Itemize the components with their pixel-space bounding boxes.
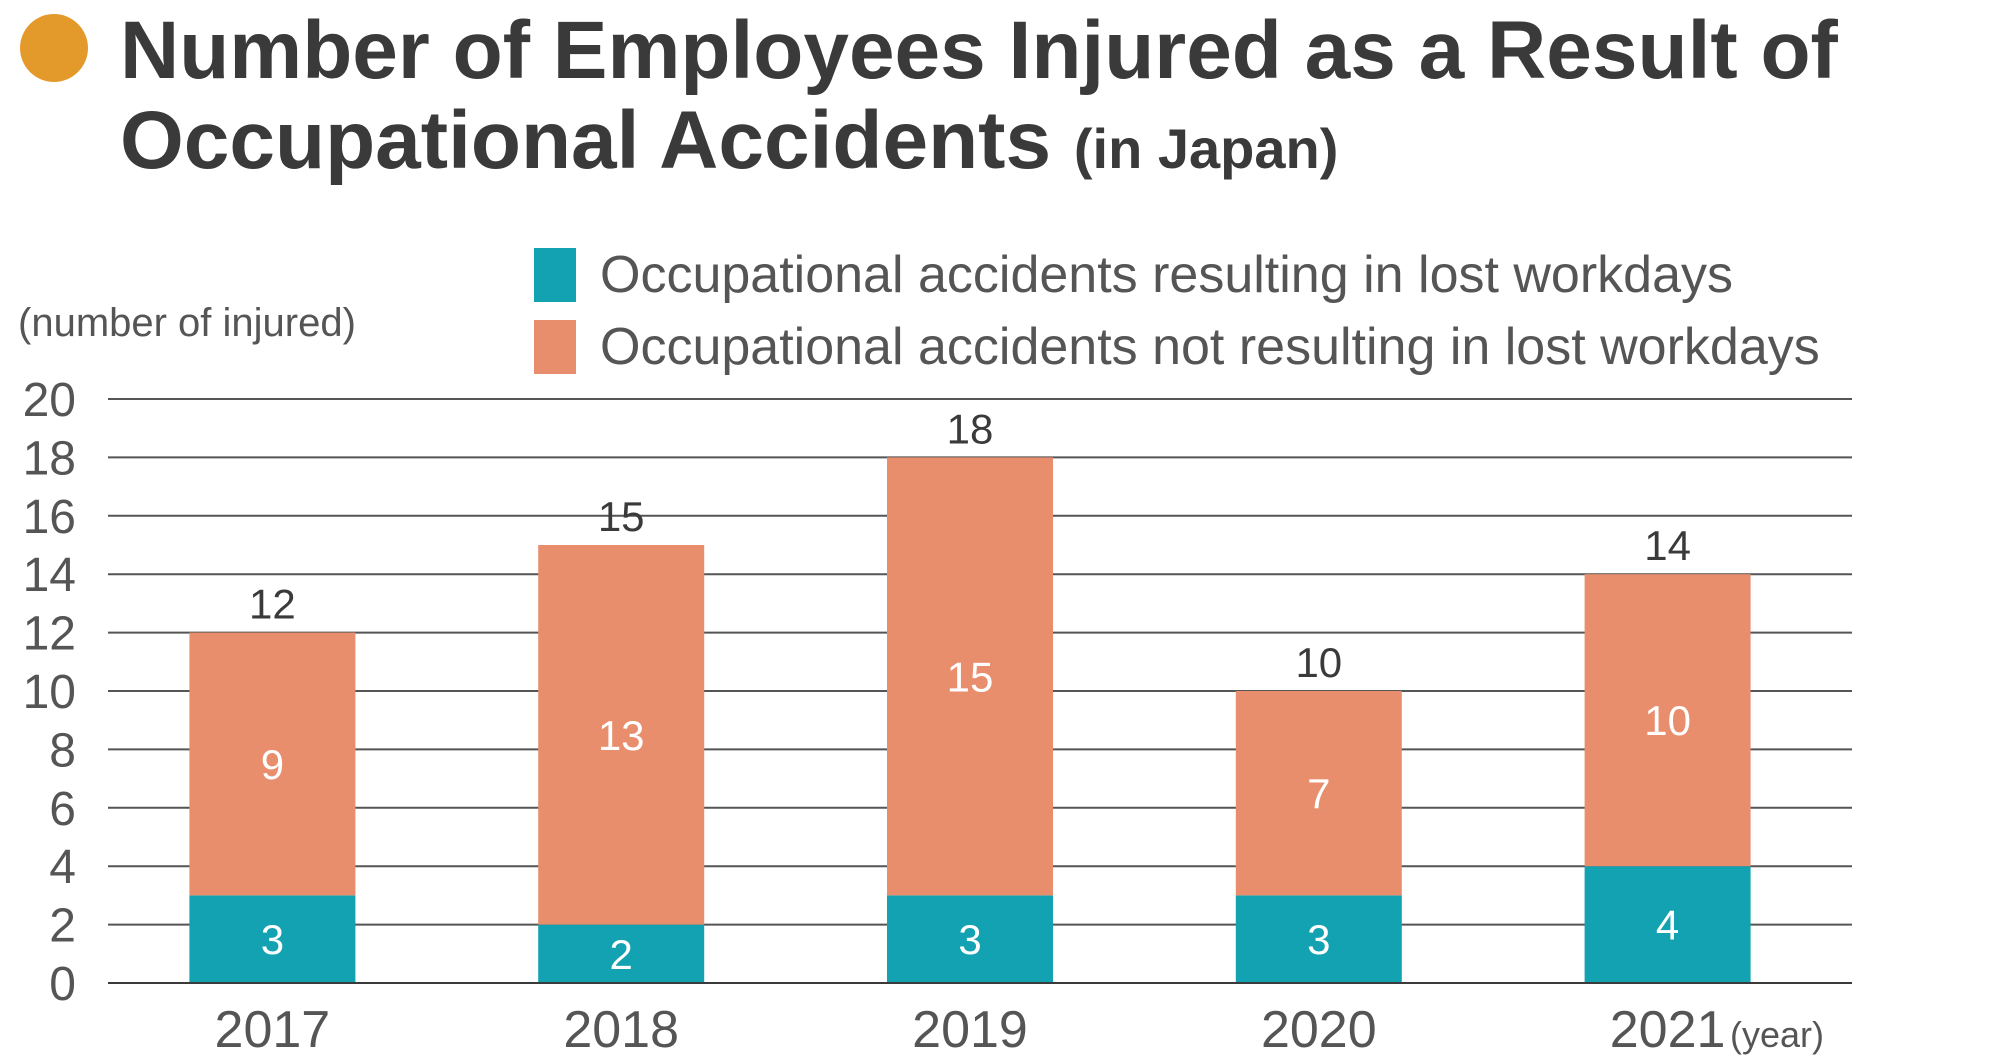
bar-segment-2017-series-1 (189, 895, 356, 983)
segment-value-label: 7 (1307, 770, 1330, 817)
y-tick-label: 14 (23, 549, 76, 602)
segment-value-label: 3 (1307, 916, 1330, 963)
chart-title-suffix: (in Japan) (1073, 117, 1339, 180)
bar-segment-2017-series-2 (189, 632, 356, 896)
bar-total-label: 12 (249, 581, 296, 628)
x-tick-label: 2021 (1610, 1001, 1726, 1059)
y-axis-label: (number of injured) (18, 301, 356, 345)
x-tick-label: 2018 (563, 1001, 679, 1059)
segment-value-label: 10 (1644, 697, 1691, 744)
segment-value-label: 3 (261, 916, 284, 963)
bar-total-label: 14 (1644, 522, 1691, 569)
chart-title: Number of Employees Injured as a Result … (120, 6, 1838, 194)
legend-label-2: Occupational accidents not resulting in … (600, 318, 1820, 376)
bar-segment-2020-series-1 (1235, 895, 1402, 983)
bar-total-label: 10 (1295, 639, 1342, 686)
bar-segment-2019-series-2 (887, 457, 1053, 896)
chart-title-main: Occupational Accidents (120, 95, 1052, 186)
legend-swatch-2 (534, 320, 576, 374)
segment-value-label: 3 (958, 916, 981, 963)
bar-segment-2021-series-1 (1584, 866, 1751, 983)
y-tick-label: 18 (23, 432, 76, 485)
bar-total-label: 15 (598, 493, 645, 540)
title-bullet-dot (20, 14, 88, 82)
x-tick-label: 2020 (1261, 1001, 1377, 1059)
x-axis-label: (year) (1730, 1014, 1824, 1055)
data-labels: 3 9 12 2 13 15 3 15 18 3 7 10 4 10 14 (249, 405, 1691, 977)
legend: Occupational accidents resulting in lost… (534, 246, 1820, 376)
bars (189, 457, 1751, 983)
x-tick-label: 2019 (912, 1001, 1028, 1059)
y-tick-label: 2 (49, 900, 76, 953)
y-tick-label: 8 (49, 724, 76, 777)
y-tick-label: 10 (23, 666, 76, 719)
legend-label-1: Occupational accidents resulting in lost… (600, 246, 1733, 304)
x-axis-ticks: 2017 2018 2019 2020 2021 (215, 1001, 1726, 1059)
segment-value-label: 15 (947, 653, 994, 700)
x-tick-label: 2017 (215, 1001, 331, 1059)
y-tick-label: 0 (49, 958, 76, 1011)
y-tick-label: 20 (23, 374, 76, 427)
bar-segment-2018-series-1 (538, 924, 705, 983)
legend-swatch-1 (534, 248, 576, 302)
segment-value-label: 2 (610, 931, 633, 978)
bar-segment-2018-series-2 (538, 545, 705, 925)
segment-value-label: 4 (1656, 902, 1679, 949)
y-tick-label: 16 (23, 491, 76, 544)
bar-segment-2019-series-1 (887, 895, 1053, 983)
chart-title-line2: Occupational Accidents (in Japan) (120, 96, 1838, 194)
bar-segment-2021-series-2 (1584, 574, 1751, 867)
bar-total-label: 18 (947, 405, 994, 452)
chart-title-line1: Number of Employees Injured as a Result … (120, 5, 1838, 96)
y-tick-label: 12 (23, 608, 76, 661)
segment-value-label: 9 (261, 741, 284, 788)
segment-value-label: 13 (598, 712, 645, 759)
y-tick-label: 4 (49, 841, 76, 894)
y-tick-label: 6 (49, 783, 76, 836)
bar-segment-2020-series-2 (1235, 691, 1402, 896)
